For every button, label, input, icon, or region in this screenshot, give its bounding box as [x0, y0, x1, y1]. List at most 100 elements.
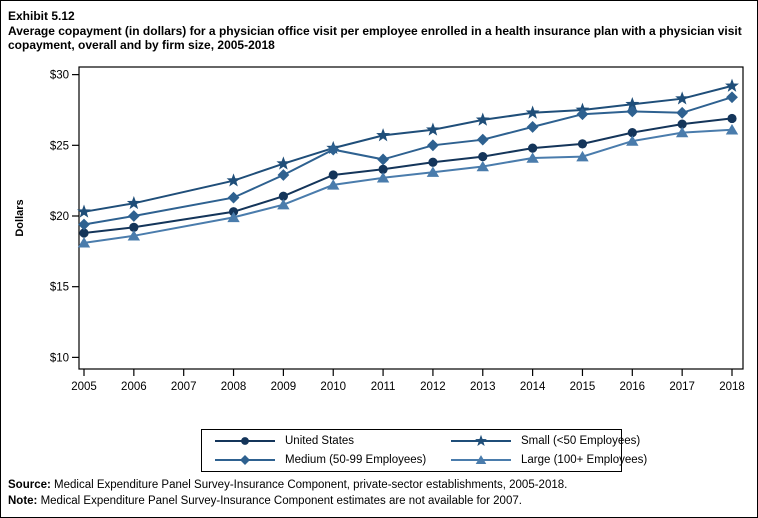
x-tick-label: 2008: [221, 381, 247, 393]
x-tick-label: 2017: [669, 381, 695, 393]
circle-marker-icon: [278, 191, 288, 201]
circle-marker-icon: [428, 157, 438, 167]
x-tick-label: 2012: [420, 381, 446, 393]
circle-marker-icon: [677, 119, 687, 129]
diamond-marker-icon: [239, 454, 251, 466]
circle-marker-icon: [378, 164, 388, 174]
diamond-marker-icon: [277, 169, 290, 181]
triangle-marker-icon: [227, 211, 240, 223]
legend-item-large-100-employees: Large (100+ Employees): [450, 452, 647, 468]
series-large-100-employees: [77, 124, 739, 248]
y-axis-title: Dollars: [14, 199, 26, 236]
circle-marker-icon: [528, 143, 538, 153]
diamond-marker-icon: [377, 153, 389, 166]
legend-swatch-triangle: [451, 455, 511, 464]
footnotes: Source: Medical Expenditure Panel Survey…: [8, 477, 756, 509]
star-marker-icon: [126, 195, 141, 210]
triangle-marker-icon: [127, 230, 141, 241]
exhibit-number: Exhibit 5.12: [8, 9, 75, 23]
star-marker-icon: [475, 434, 487, 447]
x-tick-label: 2010: [320, 381, 346, 393]
star-marker-icon: [77, 204, 91, 218]
triangle-marker-icon: [476, 160, 489, 172]
source-note: Source: Medical Expenditure Panel Survey…: [8, 477, 756, 493]
diamond-marker-icon: [526, 121, 539, 133]
circle-marker-icon: [727, 113, 737, 124]
star-marker-icon: [475, 112, 490, 126]
triangle-marker-icon: [77, 237, 91, 248]
legend-label: United States: [285, 435, 355, 447]
x-tick-label: 2011: [371, 381, 396, 393]
series-medium-50-99-employees: [78, 91, 738, 231]
triangle-marker-icon: [725, 124, 739, 135]
y-tick-label: $15: [50, 282, 69, 294]
legend-item-medium-50-99-employees: Medium (50-99 Employees): [214, 452, 450, 468]
diamond-marker-icon: [726, 91, 738, 104]
legend-swatch-diamond: [215, 454, 275, 466]
x-tick-label: 2018: [719, 381, 745, 393]
legend-item-united-states: United States: [214, 433, 450, 449]
diamond-marker-icon: [676, 106, 689, 119]
triangle-marker-icon: [626, 135, 639, 146]
circle-marker-icon: [577, 139, 588, 149]
star-marker-icon: [425, 122, 440, 136]
triangle-marker-icon: [426, 166, 440, 177]
diamond-marker-icon: [327, 143, 340, 156]
plot-area: [78, 66, 744, 370]
triangle-marker-icon: [327, 179, 340, 190]
x-tick-label: 2015: [570, 381, 596, 393]
availability-note: Note: Medical Expenditure Panel Survey-I…: [8, 493, 756, 509]
circle-marker-icon: [129, 222, 139, 232]
x-tick-label: 2013: [470, 381, 496, 393]
diamond-marker-icon: [127, 210, 140, 222]
y-axis: $10 $15 $20 $25 $30 Dollars: [14, 70, 79, 364]
note-text: Medical Expenditure Panel Survey-Insuran…: [37, 495, 522, 507]
chart-title: Average copayment (in dollars) for a phy…: [8, 24, 742, 52]
y-tick-label: $30: [50, 70, 69, 82]
star-marker-icon: [625, 97, 640, 111]
series-line-large-100-employees: [83, 128, 733, 244]
diamond-marker-icon: [626, 105, 639, 118]
x-tick-label: 2007: [171, 381, 197, 393]
y-tick-label: $25: [50, 140, 69, 152]
diamond-marker-icon: [227, 191, 240, 204]
circle-marker-icon: [627, 127, 637, 138]
diamond-marker-icon: [78, 218, 90, 231]
star-marker-icon: [226, 173, 241, 187]
x-tick-label: 2005: [71, 381, 97, 393]
legend-label: Large (100+ Employees): [521, 454, 648, 466]
circle-marker-icon: [79, 228, 89, 238]
triangle-marker-icon: [576, 150, 589, 162]
legend-label: Medium (50-99 Employees): [285, 454, 427, 466]
x-axis: 2005 2006 2007 2008 2009 2010 2011 2012 2013 2014…: [71, 369, 745, 393]
series-small-50-employees: [77, 78, 739, 218]
x-tick-label: 2016: [620, 381, 646, 393]
triangle-marker-icon: [277, 198, 290, 210]
circle-marker-icon: [328, 170, 338, 180]
star-marker-icon: [525, 105, 540, 119]
triangle-marker-icon: [675, 126, 689, 138]
x-tick-label: 2009: [271, 381, 297, 393]
star-marker-icon: [276, 156, 291, 170]
chart-legend: United States Small (<50 Employees) Medium…: [201, 429, 647, 472]
star-marker-icon: [725, 78, 739, 92]
triangle-marker-icon: [376, 172, 390, 183]
y-tick-label: $10: [50, 352, 69, 364]
diamond-marker-icon: [427, 139, 439, 152]
circle-marker-icon: [478, 152, 488, 162]
triangle-marker-icon: [475, 455, 487, 464]
legend-item-small-50-employees: Small (<50 Employees): [450, 433, 647, 449]
source-label: Source:: [8, 479, 51, 491]
diamond-marker-icon: [576, 108, 589, 121]
star-marker-icon: [675, 91, 690, 105]
circle-marker-icon: [241, 437, 249, 445]
legend-swatch-star: [451, 434, 511, 447]
diamond-marker-icon: [476, 133, 489, 146]
y-tick-label: $20: [50, 211, 69, 223]
legend-label: Small (<50 Employees): [521, 435, 641, 447]
note-label: Note:: [8, 495, 38, 507]
source-text: Medical Expenditure Panel Survey-Insuran…: [50, 479, 568, 491]
series-line-medium-50-99-employees: [83, 96, 733, 226]
star-marker-icon: [376, 128, 391, 142]
